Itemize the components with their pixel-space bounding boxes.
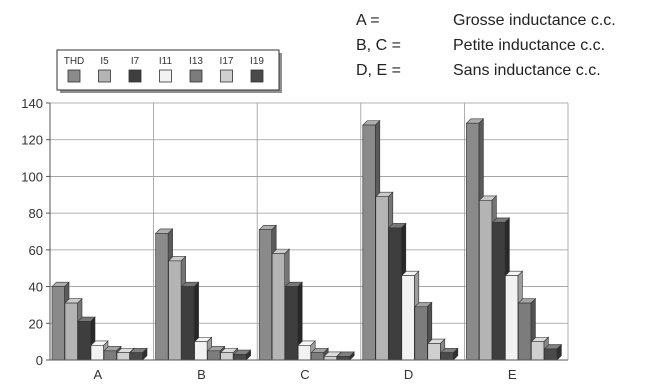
bar-C-I7 [284, 281, 303, 361]
x-tick-label-D: D [404, 367, 413, 382]
y-tick-label-60: 60 [29, 243, 43, 258]
bar-front-E-I5 [479, 199, 493, 361]
annotation-key-de: D, E = [356, 62, 401, 79]
bar-A-I19 [129, 347, 148, 361]
y-tick-label-140: 140 [21, 96, 43, 111]
bar-front-A-I5 [64, 302, 78, 361]
bar-B-I19 [232, 349, 252, 361]
legend: THD I5 I7 I11 I13 I17 I19 [56, 49, 282, 93]
bar-front-C-THD [258, 229, 273, 361]
bar-front-C-I7 [284, 286, 299, 361]
bar-front-C-I13 [310, 352, 325, 361]
legend-swatch-I17 [220, 69, 233, 83]
legend-label-I7: I7 [131, 56, 140, 67]
bar-D-I17 [427, 338, 446, 361]
y-tick-label-40: 40 [29, 280, 43, 295]
legend-label-I5: I5 [100, 56, 109, 67]
bar-front-A-I19 [129, 352, 143, 361]
bar-A-I11 [90, 340, 109, 361]
legend-swatch-I11 [159, 69, 172, 83]
bar-front-D-I7 [388, 227, 402, 361]
legend-label-THD: THD [64, 56, 85, 67]
bar-front-C-I11 [297, 345, 312, 361]
x-tick-label-A: A [93, 367, 102, 382]
annotation-text-bc: Petite inductance c.c. [453, 37, 606, 54]
bar-front-B-I13 [207, 350, 221, 361]
bar-front-C-I5 [271, 253, 286, 361]
axes: 0 20 40 60 80 100 120 140 A B C D E [21, 96, 568, 382]
bar-E-I19 [543, 343, 563, 361]
legend-label-I13: I13 [189, 56, 203, 67]
bar-front-D-I13 [414, 306, 428, 361]
annotation-key-bc: B, C = [356, 37, 401, 54]
y-tick-label-80: 80 [29, 206, 43, 221]
annotation-key-a: A = [356, 12, 380, 29]
legend-swatch-I7 [128, 69, 142, 83]
bar-front-A-I7 [77, 321, 91, 361]
legend-label-I17: I17 [220, 56, 234, 67]
legend-swatch-I13 [189, 69, 203, 83]
bar-front-D-I19 [440, 352, 454, 361]
bar-front-E-THD [466, 122, 480, 361]
bar-B-I7 [180, 281, 200, 361]
bar-front-E-I11 [505, 275, 519, 361]
bar-front-A-I13 [103, 350, 117, 361]
bar-front-D-THD [362, 124, 376, 361]
bar-front-C-I17 [323, 356, 338, 361]
annotation-text-a: Grosse inductance c.c. [453, 12, 616, 29]
bar-front-A-THD [51, 286, 65, 361]
bar-front-D-I17 [427, 343, 441, 361]
legend-swatch-I5 [98, 69, 111, 83]
bar-front-C-I19 [336, 356, 351, 361]
legend-swatch-THD [67, 69, 81, 83]
bar-front-B-THD [155, 233, 169, 361]
bar-front-B-I7 [181, 286, 195, 361]
annotation-text-de: Sans inductance c.c. [453, 62, 601, 79]
legend-label-I11: I11 [159, 56, 173, 67]
legend-swatch-I19 [250, 69, 264, 83]
bar-front-B-I11 [194, 341, 208, 361]
bar-front-E-I13 [518, 302, 532, 361]
x-tick-label-E: E [508, 367, 517, 382]
bar-D-I19 [440, 347, 459, 361]
x-tick-label-B: B [197, 367, 206, 382]
bar-front-B-I5 [168, 260, 182, 361]
bar-front-D-I11 [401, 275, 415, 361]
y-tick-label-0: 0 [36, 353, 43, 368]
y-tick-label-120: 120 [21, 133, 43, 148]
bars [51, 118, 563, 361]
legend-label-I19: I19 [250, 56, 264, 67]
x-tick-label-C: C [300, 367, 309, 382]
bar-front-A-I11 [90, 345, 104, 361]
bar-front-A-I17 [116, 352, 130, 361]
y-tick-label-20: 20 [29, 316, 43, 331]
y-tick-label-100: 100 [21, 169, 43, 184]
bar-front-D-I5 [375, 196, 389, 361]
bar-front-E-I7 [492, 222, 506, 361]
bar-front-B-I19 [233, 354, 247, 361]
grid-lines [50, 102, 569, 360]
bar-front-B-I17 [220, 352, 234, 361]
bar-front-E-I19 [544, 348, 558, 361]
bar-front-E-I17 [531, 341, 545, 361]
